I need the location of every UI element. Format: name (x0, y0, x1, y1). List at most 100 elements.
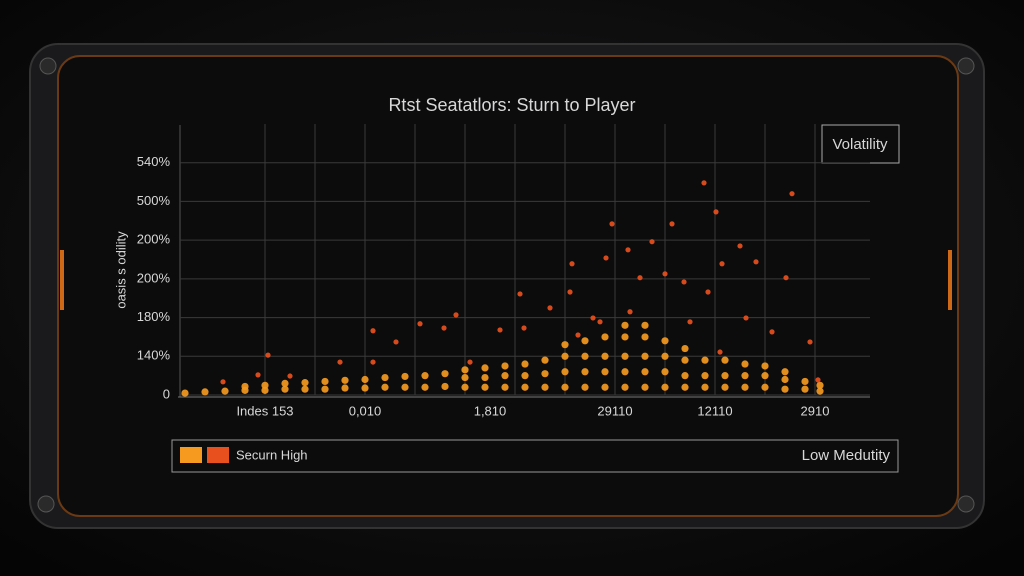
point (621, 333, 629, 341)
point (816, 381, 824, 389)
point (801, 377, 809, 386)
point (721, 372, 729, 380)
legend-label: Low Medutity (802, 447, 891, 464)
point (807, 339, 813, 345)
point (501, 362, 509, 370)
screw (39, 57, 57, 75)
screw (957, 495, 975, 513)
point (816, 387, 824, 395)
point (441, 382, 449, 391)
point (789, 191, 795, 197)
point (261, 386, 269, 394)
point (783, 275, 789, 281)
point (705, 289, 711, 295)
point (641, 383, 649, 391)
point (461, 373, 469, 382)
point (781, 385, 789, 393)
point (541, 383, 549, 391)
point (521, 360, 529, 368)
point (661, 368, 669, 376)
point (721, 356, 729, 364)
point (603, 255, 609, 261)
point (341, 384, 349, 392)
point (467, 359, 473, 365)
point (370, 328, 376, 334)
point (541, 370, 549, 378)
point (641, 333, 649, 341)
point (181, 389, 189, 397)
point (669, 221, 675, 227)
legend-swatch (180, 447, 202, 463)
point (753, 259, 759, 265)
point (581, 368, 589, 376)
point (281, 379, 289, 387)
point (481, 373, 489, 382)
point (421, 383, 429, 391)
point (337, 359, 343, 365)
point (661, 337, 669, 345)
point (621, 321, 629, 329)
point (201, 388, 209, 396)
y-tick-label: 200% (137, 232, 171, 247)
point (737, 243, 743, 249)
point (761, 372, 769, 380)
point (681, 279, 687, 285)
point (569, 261, 575, 267)
point (609, 221, 615, 227)
point (497, 327, 503, 333)
point (461, 383, 469, 391)
point (597, 319, 603, 325)
point (401, 372, 409, 381)
point (741, 372, 749, 380)
x-tick-label: 0,010 (349, 403, 382, 418)
point (561, 368, 569, 376)
point (321, 377, 329, 386)
legend-title: Volatility (832, 136, 888, 153)
point (581, 383, 589, 391)
point (641, 368, 649, 376)
point (261, 381, 269, 389)
point (743, 315, 749, 321)
point (621, 368, 629, 376)
glow-left (60, 250, 64, 310)
point (393, 339, 399, 345)
point (517, 291, 523, 297)
point (601, 352, 609, 360)
point (625, 247, 631, 253)
point (381, 383, 389, 391)
point (627, 309, 633, 315)
point (661, 352, 669, 360)
point (481, 364, 489, 372)
point (361, 384, 369, 392)
point (701, 372, 709, 380)
legend-box (171, 439, 899, 473)
point (547, 305, 553, 311)
point (781, 368, 789, 376)
legend-swatch (207, 447, 229, 463)
point (701, 383, 709, 391)
point (717, 349, 723, 355)
point (662, 271, 668, 277)
chart-title: Rtst Seatatlors: Sturn to Player (388, 95, 635, 115)
point (741, 360, 749, 368)
point (561, 352, 569, 360)
x-tick-label: Indes 153 (236, 403, 293, 418)
point (649, 239, 655, 245)
point (321, 385, 329, 393)
point (567, 289, 573, 295)
point (575, 332, 581, 338)
point (601, 383, 609, 391)
point (281, 385, 289, 393)
point (701, 356, 709, 364)
point (741, 383, 749, 391)
point (521, 325, 527, 331)
point (461, 366, 469, 374)
screw (37, 495, 55, 513)
point (501, 383, 509, 391)
point (220, 379, 226, 385)
point (590, 315, 596, 321)
y-tick-label: 140% (137, 348, 171, 363)
point (719, 261, 725, 267)
